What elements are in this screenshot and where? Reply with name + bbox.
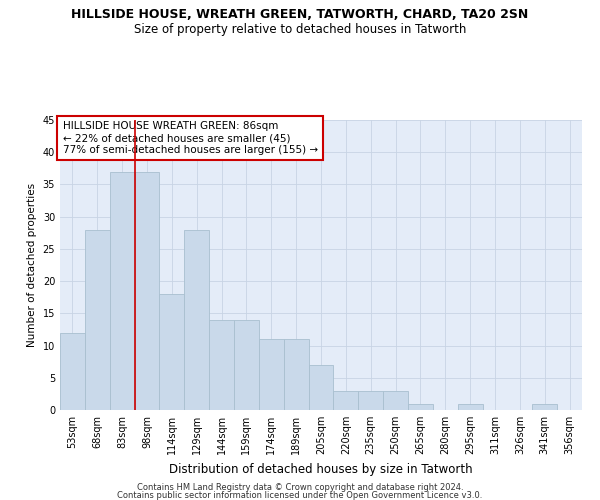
Text: HILLSIDE HOUSE, WREATH GREEN, TATWORTH, CHARD, TA20 2SN: HILLSIDE HOUSE, WREATH GREEN, TATWORTH, … bbox=[71, 8, 529, 20]
Bar bbox=[383, 390, 408, 410]
Y-axis label: Number of detached properties: Number of detached properties bbox=[27, 183, 37, 347]
Text: Contains public sector information licensed under the Open Government Licence v3: Contains public sector information licen… bbox=[118, 490, 482, 500]
Bar bbox=[85, 230, 110, 410]
Bar bbox=[532, 404, 557, 410]
Bar bbox=[184, 230, 209, 410]
Bar bbox=[134, 172, 160, 410]
Bar bbox=[60, 332, 85, 410]
Bar bbox=[234, 320, 259, 410]
Bar bbox=[110, 172, 134, 410]
Bar bbox=[408, 404, 433, 410]
Bar bbox=[358, 390, 383, 410]
Bar bbox=[334, 390, 358, 410]
Bar bbox=[209, 320, 234, 410]
X-axis label: Distribution of detached houses by size in Tatworth: Distribution of detached houses by size … bbox=[169, 462, 473, 475]
Text: Contains HM Land Registry data © Crown copyright and database right 2024.: Contains HM Land Registry data © Crown c… bbox=[137, 483, 463, 492]
Bar bbox=[160, 294, 184, 410]
Bar bbox=[308, 365, 334, 410]
Text: Size of property relative to detached houses in Tatworth: Size of property relative to detached ho… bbox=[134, 22, 466, 36]
Bar bbox=[259, 339, 284, 410]
Text: HILLSIDE HOUSE WREATH GREEN: 86sqm
← 22% of detached houses are smaller (45)
77%: HILLSIDE HOUSE WREATH GREEN: 86sqm ← 22%… bbox=[62, 122, 318, 154]
Bar bbox=[458, 404, 482, 410]
Bar bbox=[284, 339, 308, 410]
